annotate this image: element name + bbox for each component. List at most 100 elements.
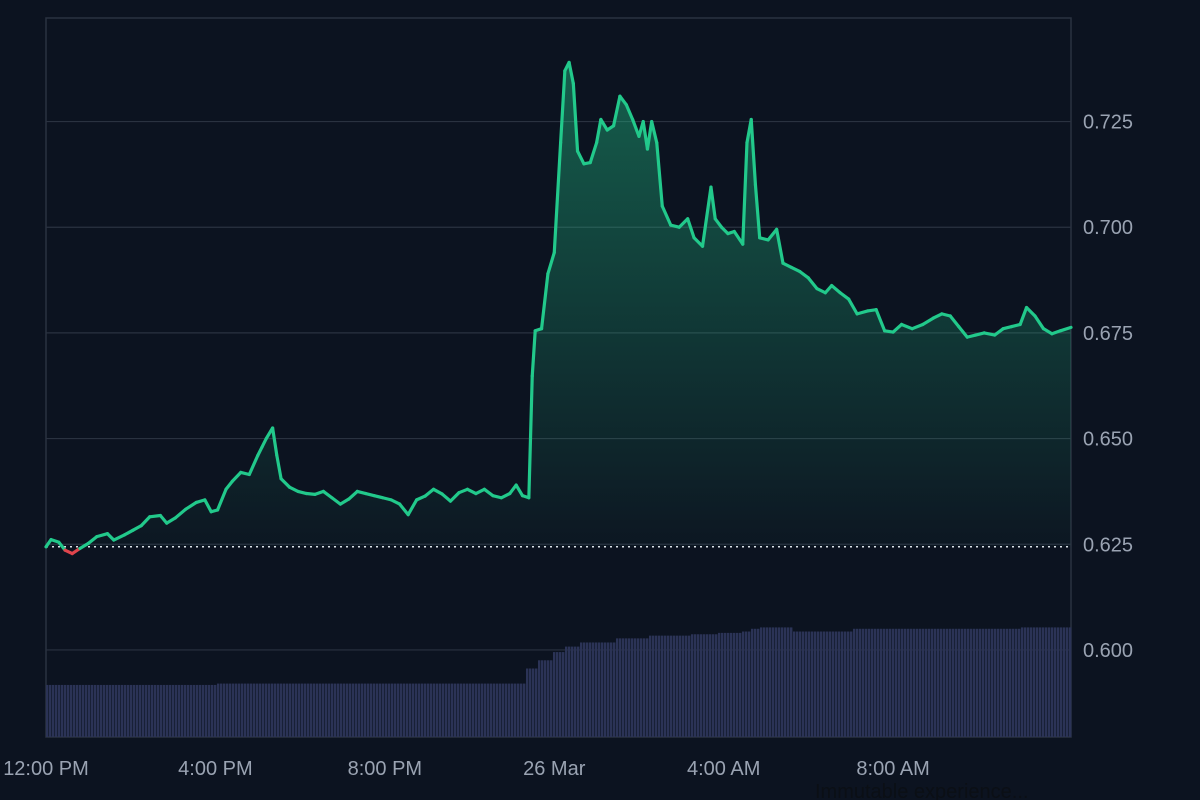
price-line-segment (86, 535, 99, 546)
volume-bar (973, 628, 976, 737)
price-line-segment (1058, 325, 1073, 333)
volume-bar (820, 631, 823, 737)
volume-bar (370, 683, 373, 737)
volume-bar (118, 684, 121, 737)
volume-bar (970, 628, 973, 737)
volume-bar (319, 683, 322, 737)
volume-bar (733, 632, 736, 737)
price-line-segment (624, 103, 635, 122)
volume-bar (85, 684, 88, 737)
volume-bar (940, 628, 943, 737)
volume-bar (838, 631, 841, 737)
volume-bar (100, 684, 103, 737)
price-line-segment (330, 496, 342, 506)
volume-bar (679, 635, 682, 737)
volume-bar (751, 628, 754, 737)
volume-bar (556, 652, 559, 737)
price-line-segment (224, 479, 234, 491)
volume-bar (1012, 628, 1015, 737)
volume-bar (403, 683, 406, 737)
volume-bar (535, 668, 538, 737)
volume-bar (913, 628, 916, 737)
volume-bar (61, 684, 64, 737)
volume-bar (721, 632, 724, 737)
volume-bar (586, 642, 589, 737)
volume-bar (166, 684, 169, 737)
volume-bar (517, 683, 520, 737)
price-line-segment (514, 483, 525, 498)
volume-bar (1021, 627, 1024, 737)
price-line-segment (158, 513, 169, 525)
volume-bar (1054, 627, 1057, 737)
volume-bar (418, 683, 421, 737)
price-line-segment (618, 94, 628, 107)
volume-bar (769, 627, 772, 737)
volume-bar (523, 683, 526, 737)
y-tick-label: 0.675 (1083, 323, 1133, 345)
volume-bar (961, 628, 964, 737)
volume-bars (46, 627, 1072, 737)
volume-bar (334, 683, 337, 737)
volume-bar (1003, 628, 1006, 737)
volume-bar (835, 631, 838, 737)
volume-bar (826, 631, 829, 737)
volume-bar (817, 631, 820, 737)
volume-bar (82, 684, 85, 737)
volume-bar (214, 684, 217, 737)
volume-bar (829, 631, 832, 737)
x-tick-label: 4:00 PM (178, 758, 252, 780)
volume-bar (799, 631, 802, 737)
volume-bar (187, 684, 190, 737)
volume-bar (1015, 628, 1018, 737)
volume-bar (145, 684, 148, 737)
volume-bar (529, 668, 532, 737)
volume-bar (622, 638, 625, 737)
volume-bar (844, 631, 847, 737)
volume-bar (688, 635, 691, 737)
price-line-segment (749, 117, 758, 187)
price-line-segment (575, 149, 586, 166)
price-line-segment (982, 331, 997, 337)
volume-bar (736, 632, 739, 737)
price-line-segment (948, 314, 961, 329)
volume-bar (541, 660, 544, 737)
price-line-segment (753, 183, 762, 240)
volume-bar (211, 684, 214, 737)
volume-bar (67, 684, 70, 737)
volume-bar (982, 628, 985, 737)
price-line-segment (546, 250, 556, 276)
volume-bar (433, 683, 436, 737)
price-line-segment (173, 507, 188, 520)
volume-bar (436, 683, 439, 737)
volume-bar (442, 683, 445, 737)
volume-bar (685, 635, 688, 737)
volume-bar (247, 683, 250, 737)
volume-bar (1045, 627, 1048, 737)
volume-bar (472, 683, 475, 737)
volume-bar (856, 628, 859, 737)
volume-bar (178, 684, 181, 737)
price-area-fill (46, 62, 1071, 547)
price-line-segment (112, 533, 126, 542)
volume-bar (226, 683, 229, 737)
volume-bar (571, 646, 574, 737)
volume-bar (301, 683, 304, 737)
volume-bar (415, 683, 418, 737)
volume-bar (727, 632, 730, 737)
volume-bar (238, 683, 241, 737)
volume-bar (730, 632, 733, 737)
volume-bar (682, 635, 685, 737)
volume-bar (1006, 628, 1009, 737)
volume-bar (451, 683, 454, 737)
volume-bar (196, 684, 199, 737)
volume-bar (256, 683, 259, 737)
price-line-segment (567, 60, 575, 86)
volume-bar (874, 628, 877, 737)
volume-bar (205, 684, 208, 737)
price-line-segment (700, 185, 713, 248)
volume-bar (328, 683, 331, 737)
volume-bar (109, 684, 112, 737)
price-line-segment (686, 217, 696, 240)
volume-bar (157, 684, 160, 737)
